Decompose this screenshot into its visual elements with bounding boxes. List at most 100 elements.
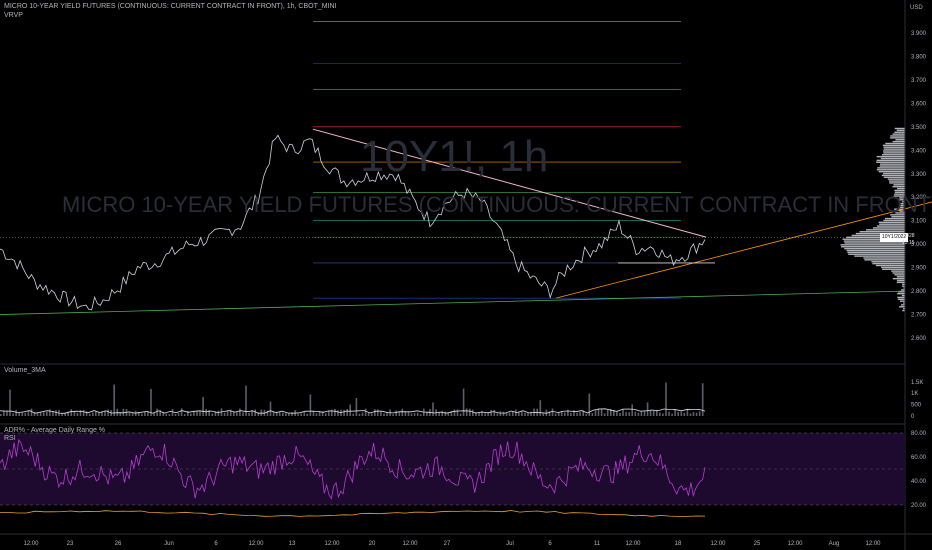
volume-profile-bar	[891, 270, 905, 272]
volume-bar	[505, 413, 508, 416]
volume-bar	[701, 383, 704, 416]
volume-bar	[680, 411, 683, 416]
volume-bar	[410, 413, 413, 416]
volume-bar	[416, 412, 419, 416]
price-tick-label: 2.800	[911, 289, 927, 295]
time-tick-label: 12:00	[248, 541, 264, 547]
volume-profile-bar	[887, 178, 905, 180]
volume-profile-bar	[892, 140, 905, 143]
volume-bar	[585, 414, 588, 416]
volume-bar	[444, 411, 447, 416]
volume-profile-bar	[846, 236, 905, 239]
rsi-tick-label: 80.00	[911, 431, 927, 437]
time-tick-label: Jun	[164, 541, 174, 547]
volume-bar	[493, 409, 496, 416]
volume-bar	[643, 411, 646, 416]
volume-bar	[33, 412, 36, 416]
volume-bar	[367, 412, 370, 416]
volume-bar	[288, 412, 290, 416]
volume-bar	[453, 409, 456, 416]
volume-profile-bar	[846, 249, 905, 252]
time-tick-label: 12:00	[23, 541, 39, 547]
volume-bar	[147, 411, 149, 416]
volume-bar	[698, 411, 701, 416]
volume-bar	[352, 413, 355, 416]
volume-profile-bar	[894, 208, 905, 210]
price-axis[interactable]: 3.900 3.800 3.700 3.600 3.500 3.400 3.300 3.200…	[911, 31, 927, 342]
price-tick-label: 3.800	[911, 54, 927, 60]
volume-profile-bar	[896, 129, 905, 132]
indicator-label-vrvp[interactable]: VRVP	[4, 12, 23, 19]
volume-bar	[548, 411, 551, 416]
volume-bar	[361, 412, 364, 416]
volume-bar	[242, 412, 244, 416]
time-tick-label: 13	[289, 541, 296, 547]
volume-bar	[588, 393, 591, 416]
volume-bar	[107, 409, 109, 416]
volume-profile-bar	[901, 294, 905, 297]
volume-bar	[695, 412, 698, 416]
volume-bar	[3, 410, 5, 416]
descending-trendline[interactable]	[312, 128, 707, 238]
volume-profile-bar	[844, 247, 905, 250]
ascending-trendline[interactable]	[555, 201, 932, 299]
price-tick-label: 3.600	[911, 101, 927, 107]
volume-bar	[665, 382, 667, 416]
volume-bar	[85, 411, 88, 416]
volume-profile-bar	[893, 195, 905, 197]
volume-bar	[689, 413, 692, 416]
volume-bar	[79, 410, 82, 416]
volume-profile	[840, 127, 905, 312]
volume-bar	[309, 394, 312, 416]
volume-bar	[469, 408, 471, 416]
volume-profile-bar	[882, 144, 905, 147]
volume-bar	[478, 412, 480, 416]
volume-profile-bar	[890, 137, 905, 139]
volume-bar	[18, 412, 20, 416]
volume-bar	[70, 409, 73, 416]
long-support-line[interactable]	[0, 290, 906, 315]
volume-bar	[419, 414, 422, 416]
volume-bar	[656, 410, 658, 416]
volume-bar	[73, 411, 76, 416]
volume-bar	[196, 411, 198, 416]
volume-profile-bar	[879, 165, 905, 167]
volume-profile-bar	[896, 279, 905, 282]
volume-bar	[312, 411, 315, 416]
volume-bar	[334, 409, 336, 416]
currency-label: USD	[910, 5, 923, 11]
adr-line	[0, 510, 706, 517]
volume-bar	[530, 411, 532, 416]
time-axis[interactable]: 12:00 23 26 Jun 6 12:00 13 12:00 20 12:00 27 Jul 6 11…	[23, 541, 881, 547]
volume-profile-bar	[883, 152, 905, 154]
time-tick-label: 6	[548, 541, 552, 547]
volume-bar	[392, 414, 394, 416]
rsi-pane-label[interactable]: RSI	[4, 435, 16, 442]
last-price-tag: 3.028 13:15	[902, 233, 915, 247]
volume-bar	[233, 411, 235, 416]
volume-bar	[331, 409, 333, 416]
volume-bar	[180, 408, 183, 416]
volume-bar	[472, 409, 474, 416]
volume-bar	[692, 412, 695, 416]
volume-profile-bar	[899, 206, 905, 209]
trend-lines[interactable]	[0, 128, 932, 315]
volume-pane-label[interactable]: Volume_3MA	[4, 367, 46, 374]
volume-bar	[594, 409, 597, 416]
volume-bar	[236, 412, 238, 416]
volume-bar	[257, 412, 260, 416]
time-tick-label: Jul	[506, 541, 514, 547]
volume-bar	[518, 411, 520, 416]
volume-profile-bar	[847, 251, 905, 254]
adr-pane-label[interactable]: ADR% - Average Daily Range %	[4, 427, 106, 434]
volume-bar	[183, 414, 186, 416]
price-tick-label: 3.700	[911, 78, 927, 84]
volume-bar	[328, 410, 330, 416]
chart-title[interactable]: MICRO 10-YEAR YIELD FUTURES (CONTINUOUS:…	[4, 3, 337, 10]
volume-bar	[542, 413, 545, 416]
volume-bar	[603, 413, 606, 416]
volume-profile-bar	[890, 135, 905, 137]
volume-bar	[619, 412, 621, 416]
volume-tick-label: 1.5K	[911, 380, 923, 386]
